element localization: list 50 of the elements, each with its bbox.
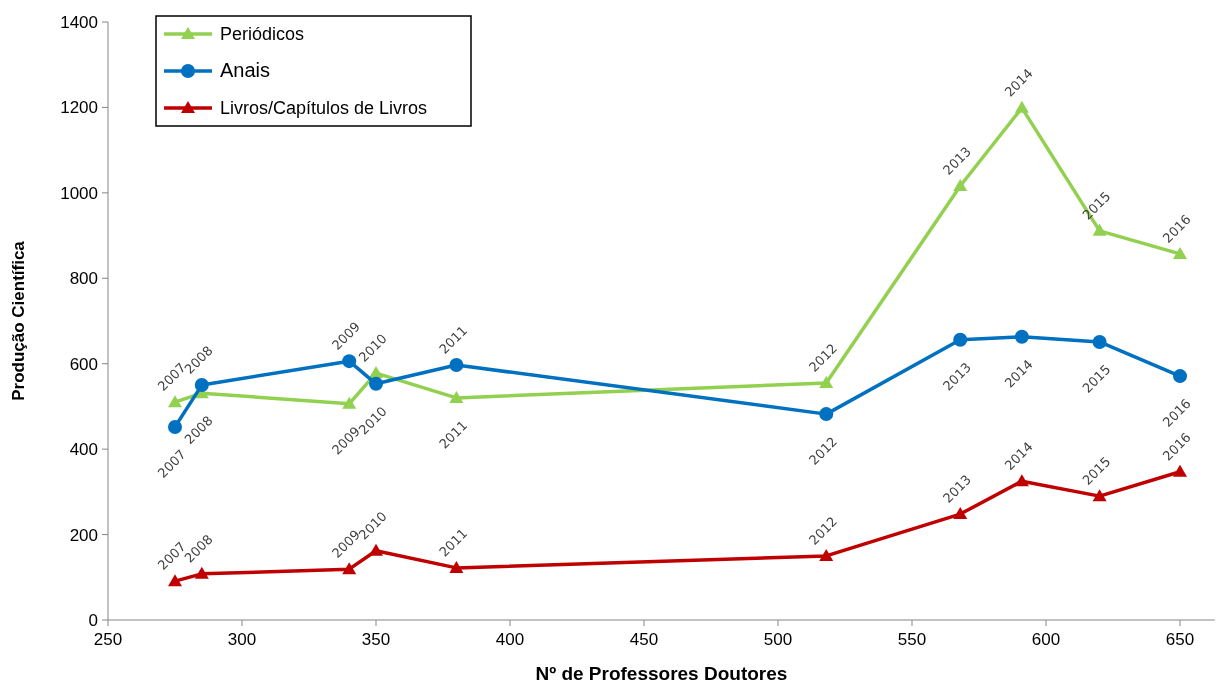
x-tick-label: 550: [897, 630, 927, 649]
point: [449, 390, 464, 403]
y-tick-label: 0: [88, 611, 98, 630]
y-tick-label: 1000: [60, 183, 98, 203]
point: [1014, 474, 1029, 487]
point: [342, 562, 357, 575]
y-tick-label: 1400: [60, 13, 98, 32]
point: [369, 376, 383, 391]
x-tick-label: 250: [93, 630, 123, 649]
point: [342, 396, 357, 409]
point: [1092, 334, 1107, 349]
x-tick-label: 300: [227, 630, 257, 649]
point: [1092, 223, 1107, 236]
x-tick-label: 450: [629, 630, 659, 649]
point: [369, 543, 383, 556]
point: [168, 395, 182, 408]
point: [1173, 464, 1187, 477]
y-tick-label: 200: [69, 525, 98, 545]
y-tick-label: 400: [69, 440, 98, 460]
x-axis-title: Nº de Professores Doutores: [535, 663, 788, 684]
point: [953, 332, 968, 347]
point: [342, 354, 357, 369]
x-tick-label: 650: [1165, 630, 1195, 649]
x-tick-label: 400: [495, 630, 525, 649]
point: [449, 560, 464, 573]
y-tick-label: 800: [69, 269, 98, 289]
point: [449, 358, 464, 372]
point: [953, 179, 968, 192]
x-tick-label: 350: [361, 630, 391, 649]
point: [1092, 489, 1107, 502]
x-tick-label: 600: [1031, 630, 1061, 649]
legend-label: Anais: [220, 59, 271, 81]
legend-label: Periódicos: [220, 24, 305, 44]
point: [953, 507, 968, 520]
point: [194, 378, 209, 393]
point: [1173, 246, 1187, 259]
point: [194, 566, 209, 579]
point: [1014, 329, 1029, 344]
y-tick-label: 600: [69, 354, 98, 374]
point: [1173, 369, 1187, 384]
point: [168, 574, 182, 587]
point: [1014, 100, 1029, 113]
x-tick-label: 500: [763, 630, 793, 649]
y-tick-label: 1200: [60, 98, 98, 118]
point: [819, 548, 834, 561]
y-axis-title: Produção Científica: [9, 240, 28, 401]
point: [819, 375, 834, 388]
point: [819, 407, 834, 422]
legend-label: Livros/Capítulos de Livros: [220, 98, 428, 118]
point: [168, 419, 182, 434]
